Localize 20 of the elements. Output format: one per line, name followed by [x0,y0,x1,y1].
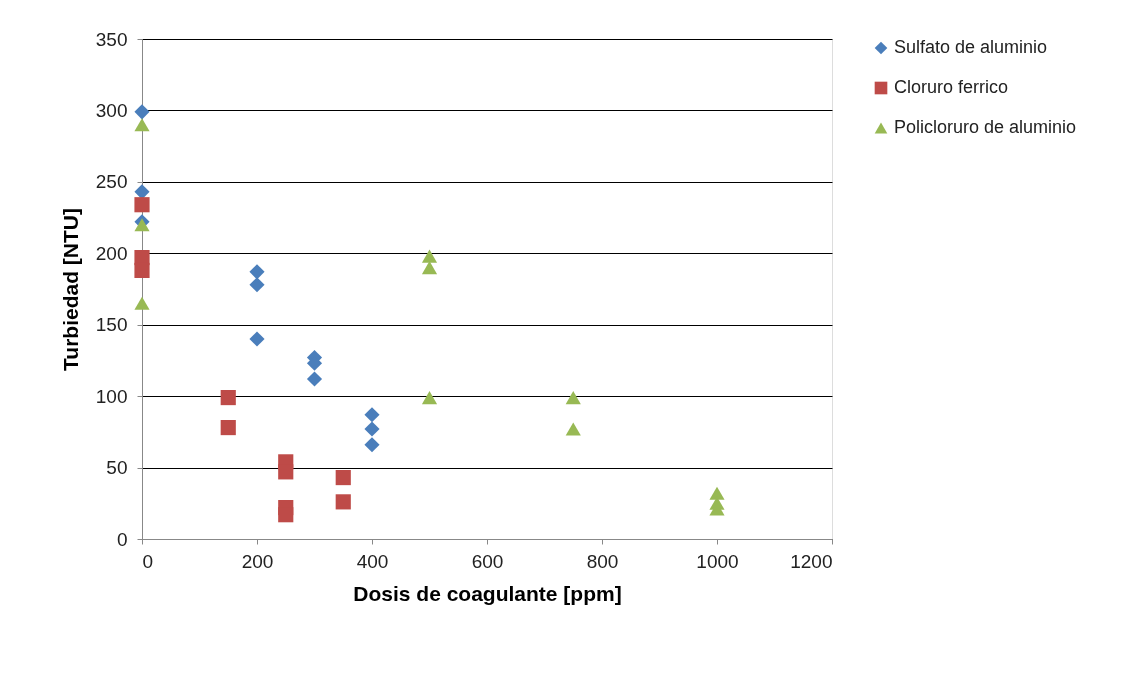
y-axis-title: Turbiedad [NTU] [58,208,82,371]
y-tick-label: 350 [95,28,128,50]
y-tick-label: 250 [95,171,128,193]
x-tick-label: 600 [471,550,504,572]
x-axis-title: Dosis de coagulante [ppm] [353,581,622,605]
y-tick-label: 0 [116,528,128,550]
y-tick-label: 100 [95,385,128,407]
y-tick-label: 200 [95,242,128,264]
x-tick-label: 0 [142,550,154,572]
legend-label: Policloruro de aluminio [894,117,1077,137]
y-tick-label: 300 [95,99,128,121]
y-tick-label: 50 [106,457,128,479]
x-tick-label: 1000 [696,550,739,572]
x-tick-label: 200 [241,550,274,572]
x-tick-label: 1200 [790,550,833,572]
legend-label: Cloruro ferrico [894,77,1009,97]
y-tick-label: 150 [95,314,128,336]
x-tick-label: 400 [356,550,389,572]
x-tick-label: 800 [586,550,619,572]
legend-label: Sulfato de aluminio [894,37,1048,57]
